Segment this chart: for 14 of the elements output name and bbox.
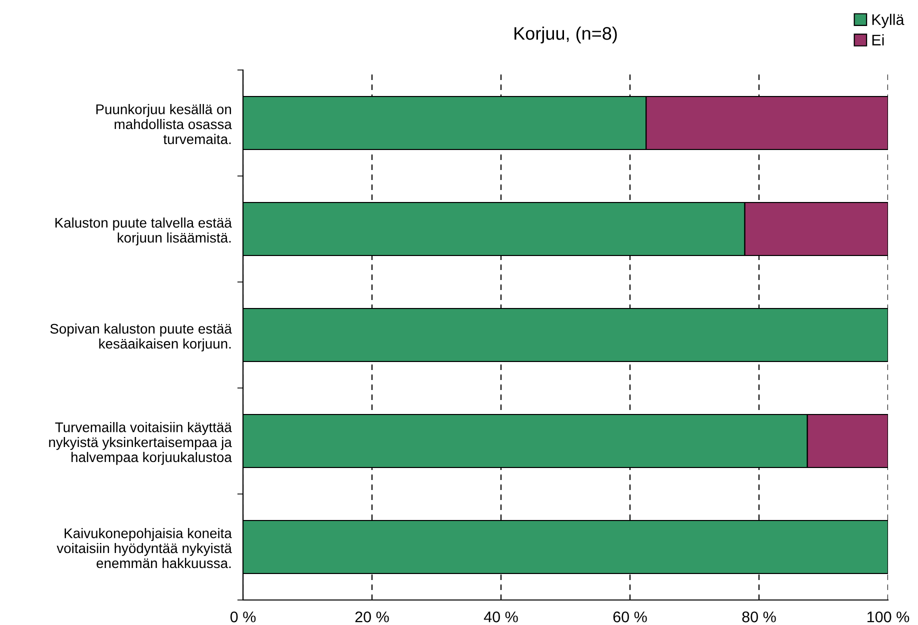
x-tick-label: 60 % bbox=[613, 612, 647, 622]
legend-label: Kyllä bbox=[872, 14, 904, 28]
x-tick-label: 80 % bbox=[742, 612, 776, 622]
x-tick-label: 40 % bbox=[484, 612, 518, 622]
y-tick-label: Turvemailla voitaisiin käyttää nykyistä yksinkertaisempaa ja halvempaa korjuukalustoa bbox=[49, 422, 232, 465]
y-tick-label: Kaluston puute talvella estää korjuun lisäämistä. bbox=[55, 217, 232, 246]
legend-label: Ei bbox=[872, 34, 884, 46]
x-tick-label: 0 % bbox=[230, 612, 256, 622]
x-tick-label: 20 % bbox=[355, 612, 389, 622]
y-tick-label: Kaivukonepohjaisia koneita voitaisiin hyödyntää nykyistä enemmän hakkuussa. bbox=[56, 528, 232, 568]
x-tick-label: 100 % bbox=[868, 612, 910, 622]
y-tick-label: Sopivan kaluston puute estää kesäaikaisen korjuun. bbox=[50, 323, 232, 352]
y-tick-label: Puunkorjuu kesällä on mahdollista osassa turvemaita. bbox=[96, 104, 232, 144]
chart-title: Korjuu, (n=8) bbox=[514, 26, 617, 44]
